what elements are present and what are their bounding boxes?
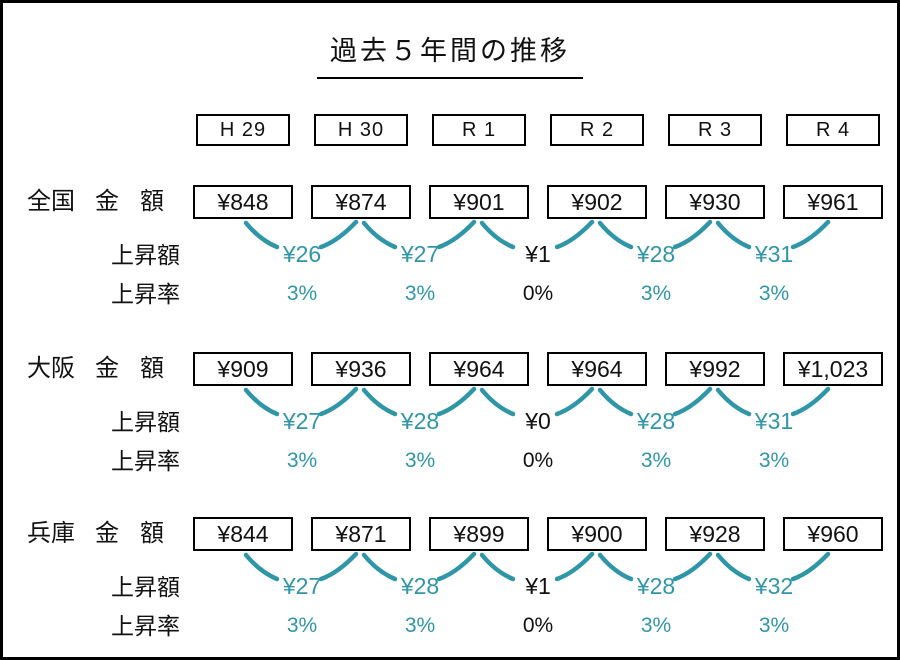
rate-row-label: 上昇率 [111, 613, 180, 639]
increase-row-label: 上昇額 [111, 242, 180, 268]
increase-row-label: 上昇額 [111, 574, 180, 600]
increase-value: ¥31 [754, 408, 794, 434]
region-name-2: 兵庫 [27, 520, 75, 547]
year-header-4: R 2 [550, 114, 644, 146]
increase-value: ¥31 [754, 241, 794, 267]
amount-box: ¥928 [665, 517, 765, 551]
amount-box: ¥874 [311, 185, 411, 219]
rate-value: 3% [404, 449, 436, 472]
rate-value: 0% [522, 449, 554, 472]
region-name-0: 全国 [27, 188, 75, 215]
year-header-1: H 29 [196, 114, 290, 146]
amount-box: ¥964 [547, 352, 647, 386]
rate-row-label: 上昇率 [111, 448, 180, 474]
rate-row-label: 上昇率 [111, 281, 180, 307]
rate-value: 3% [640, 614, 672, 637]
increase-value: ¥27 [282, 408, 322, 434]
increase-row-label: 上昇額 [111, 409, 180, 435]
amount-box: ¥899 [429, 517, 529, 551]
rate-value: 0% [522, 614, 554, 637]
increase-value: ¥28 [636, 573, 676, 599]
increase-value: ¥28 [400, 573, 440, 599]
amount-box: ¥871 [311, 517, 411, 551]
page-title: 過去５年間の推移 [317, 29, 583, 79]
amount-row-label: 金額 [95, 355, 185, 382]
increase-value: ¥28 [636, 241, 676, 267]
amount-row-label: 金額 [95, 520, 185, 547]
increase-value: ¥32 [754, 573, 794, 599]
amount-box: ¥909 [193, 352, 293, 386]
increase-value: ¥28 [636, 408, 676, 434]
rate-value: 3% [404, 614, 436, 637]
increase-value: ¥1 [525, 241, 551, 267]
year-header-3: R 1 [432, 114, 526, 146]
increase-value: ¥1 [525, 573, 551, 599]
rate-value: 3% [286, 614, 318, 637]
connector-arcs-layer [243, 219, 831, 582]
rate-value: 3% [404, 282, 436, 305]
amount-box: ¥844 [193, 517, 293, 551]
amount-box: ¥960 [783, 517, 883, 551]
rate-value: 3% [758, 282, 790, 305]
amount-box: ¥902 [547, 185, 647, 219]
rate-value: 3% [640, 282, 672, 305]
year-header-6: R 4 [786, 114, 880, 146]
rate-value: 3% [640, 449, 672, 472]
rate-value: 3% [758, 449, 790, 472]
amount-box: ¥930 [665, 185, 765, 219]
amount-box: ¥901 [429, 185, 529, 219]
rate-value: 3% [286, 282, 318, 305]
amount-box: ¥936 [311, 352, 411, 386]
rate-value: 3% [286, 449, 318, 472]
increase-value: ¥27 [400, 241, 440, 267]
increase-value: ¥27 [282, 573, 322, 599]
year-header-5: R 3 [668, 114, 762, 146]
amount-box: ¥964 [429, 352, 529, 386]
increase-value: ¥0 [525, 408, 551, 434]
amount-row-label: 金額 [95, 188, 185, 215]
region-name-1: 大阪 [27, 355, 75, 382]
amount-box: ¥961 [783, 185, 883, 219]
increase-value: ¥26 [282, 241, 322, 267]
amount-box: ¥900 [547, 517, 647, 551]
increase-value: ¥28 [400, 408, 440, 434]
rate-value: 0% [522, 282, 554, 305]
amount-box: ¥848 [193, 185, 293, 219]
year-header-2: H 30 [314, 114, 408, 146]
amount-box: ¥1,023 [783, 352, 883, 386]
rate-value: 3% [758, 614, 790, 637]
amount-box: ¥992 [665, 352, 765, 386]
